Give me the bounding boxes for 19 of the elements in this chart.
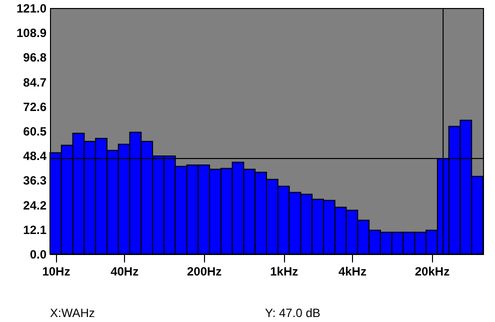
y-tick-label: 12.1 — [23, 222, 47, 237]
y-tick-label: 48.4 — [23, 149, 47, 164]
x-tick-label: 10Hz — [42, 264, 70, 278]
x-tick-label: 4kHz — [338, 264, 366, 278]
x-tick-label: 1kHz — [270, 264, 298, 278]
y-tick-label: 96.8 — [23, 50, 47, 65]
text: X:WAHz — [50, 306, 95, 320]
x-tick-label: 20kHz — [414, 264, 450, 278]
y-tick-label: 24.2 — [23, 198, 47, 212]
y-tick-label: 108.9 — [16, 26, 47, 40]
y-tick-label: 84.7 — [23, 75, 47, 90]
x-tick-label: 200Hz — [186, 264, 222, 278]
x-tick-label: 40Hz — [110, 264, 139, 278]
y-tick-label: 36.3 — [23, 174, 47, 188]
text: Y: 47.0 dB — [265, 306, 320, 320]
y-tick-label: 72.6 — [23, 100, 47, 114]
y-tick-label: 0.0 — [30, 248, 47, 262]
y-tick-label: 121.0 — [16, 2, 47, 16]
y-tick-label: 60.5 — [23, 124, 47, 138]
